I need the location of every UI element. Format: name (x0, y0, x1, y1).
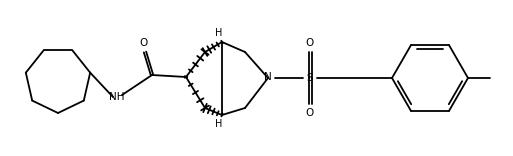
Text: H: H (215, 28, 223, 38)
Text: O: O (306, 38, 314, 48)
Text: N: N (264, 72, 272, 82)
Text: H: H (215, 119, 223, 129)
Text: O: O (139, 38, 147, 48)
Text: O: O (306, 108, 314, 118)
Text: NH: NH (109, 92, 125, 102)
Text: S: S (307, 73, 313, 83)
